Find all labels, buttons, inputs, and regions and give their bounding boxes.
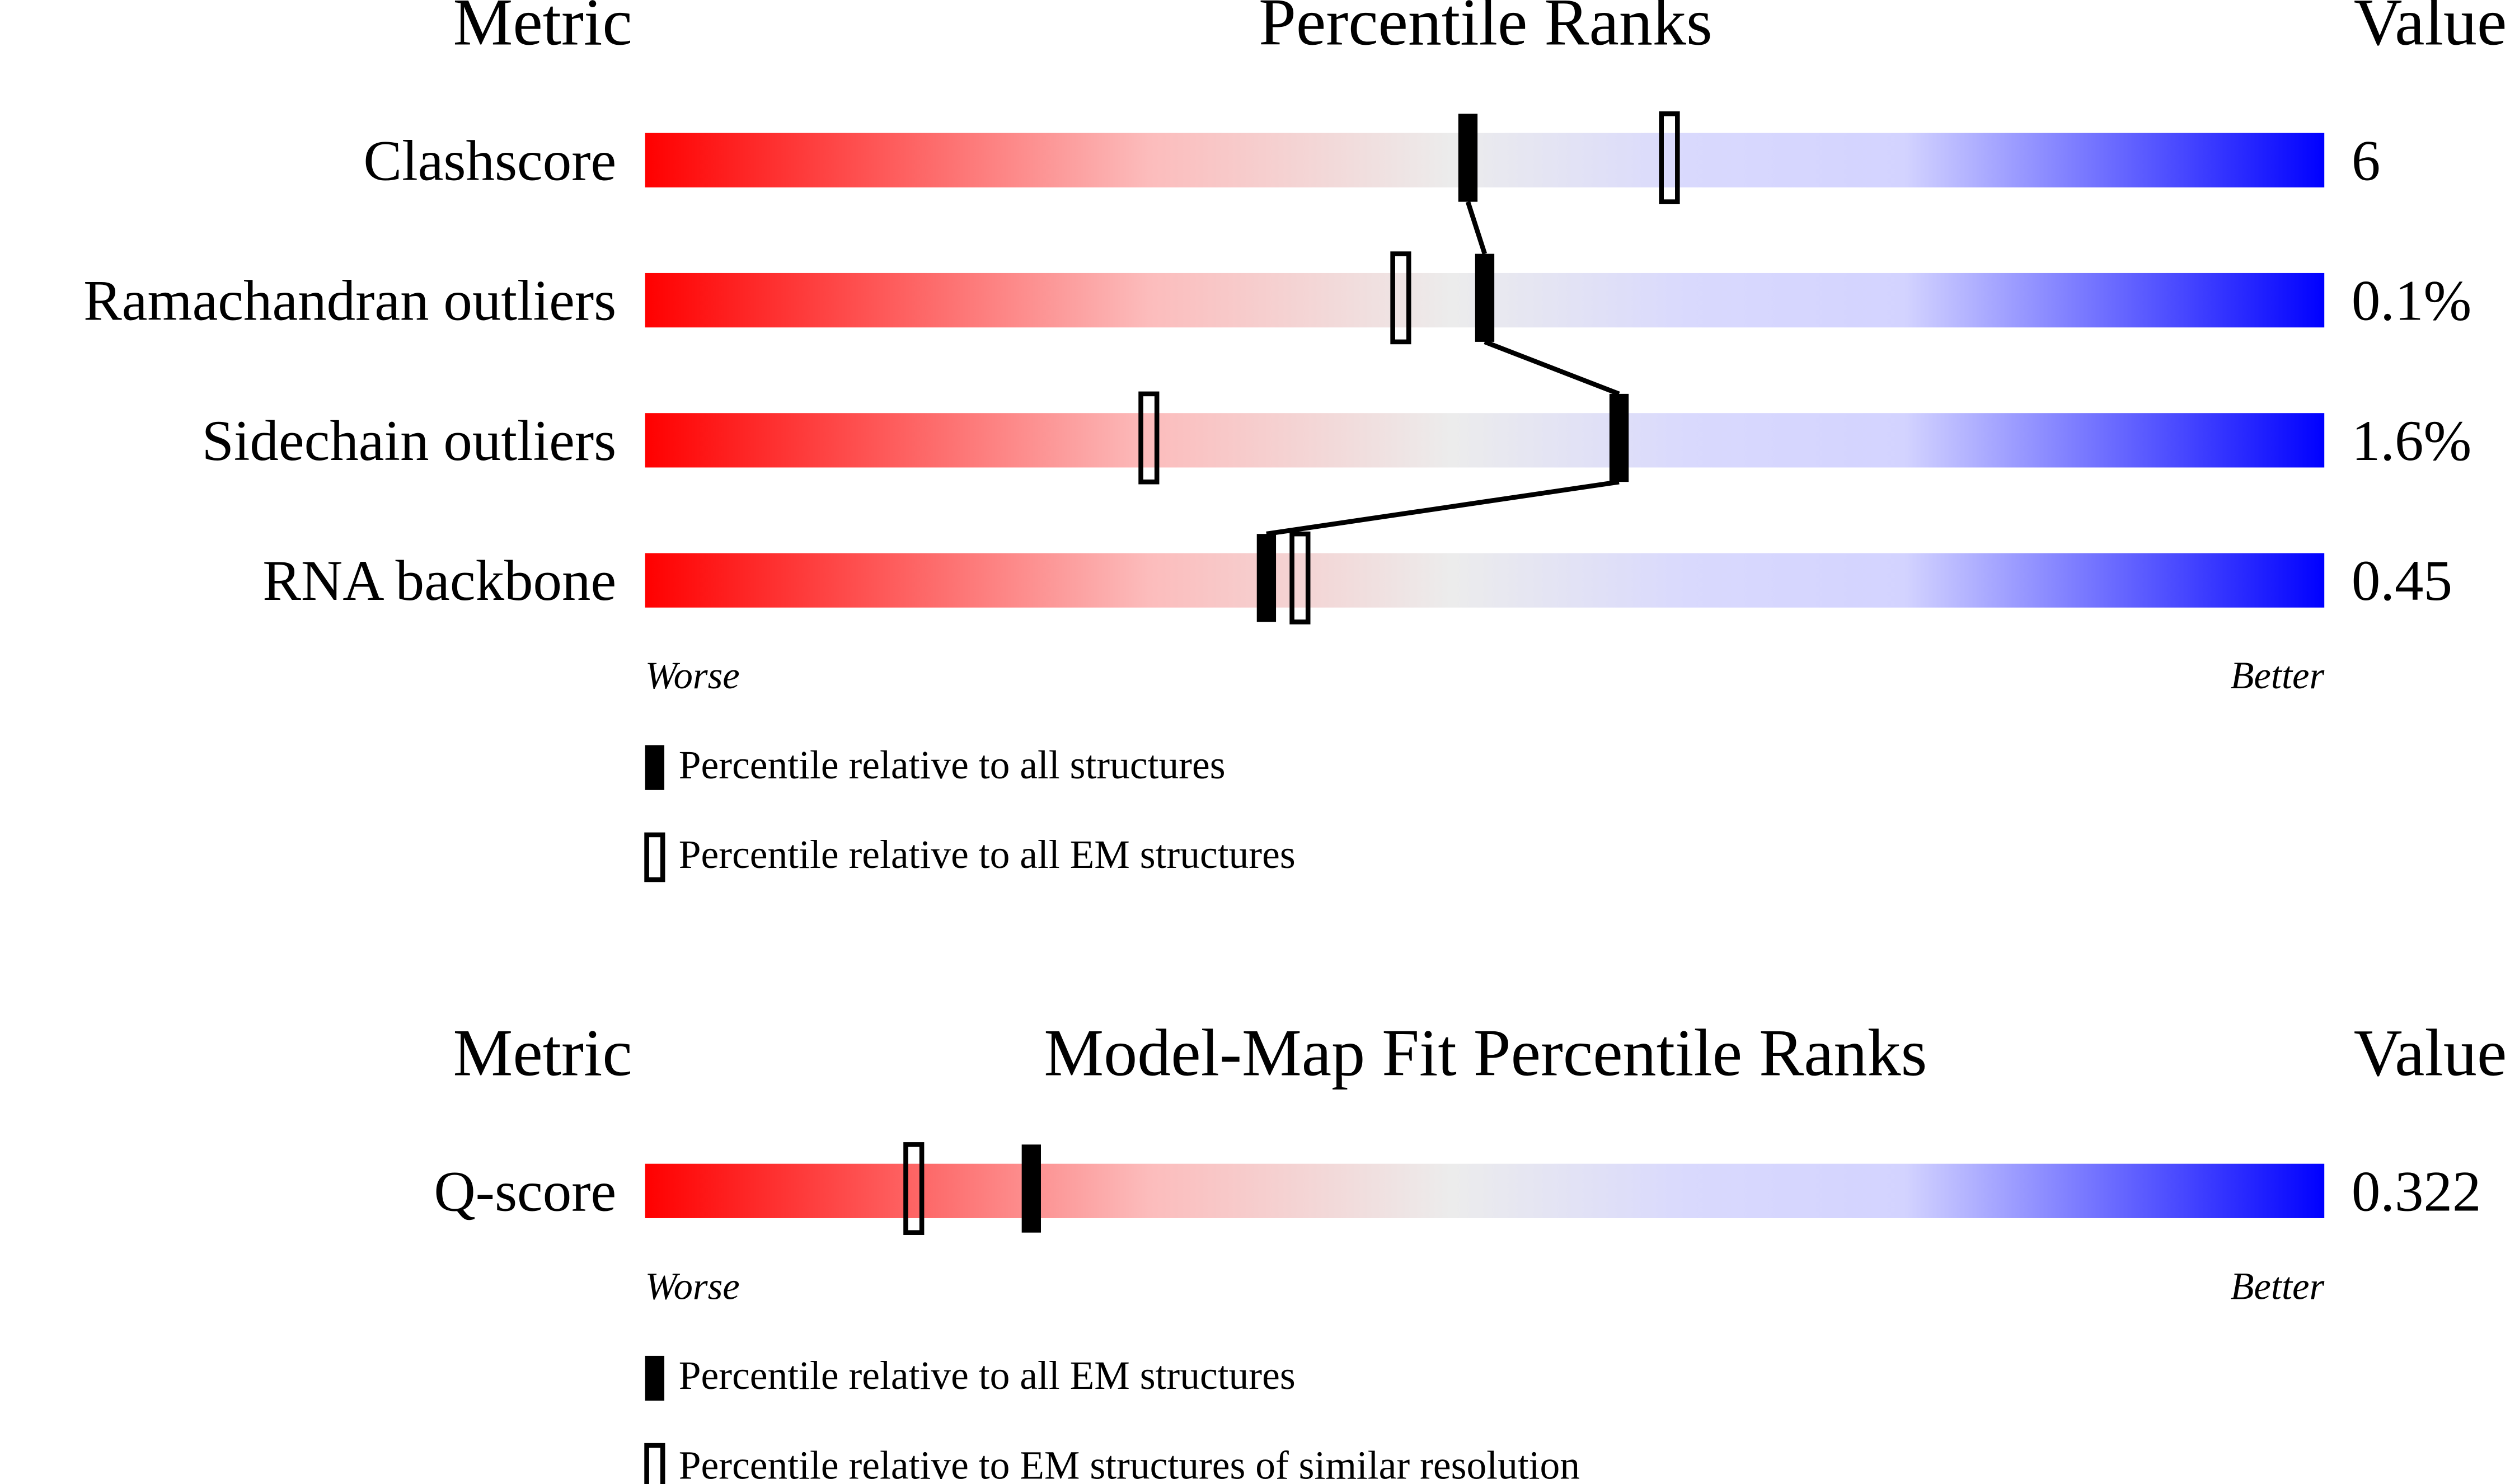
- metric-header: Metric: [453, 1015, 632, 1089]
- legend-label: Percentile relative to all EM structures: [679, 1354, 1296, 1398]
- legend-label: Percentile relative to EM structures of …: [679, 1443, 1580, 1484]
- metric-value: 1.6%: [2352, 409, 2472, 473]
- metric-value: 0.1%: [2352, 269, 2472, 333]
- percentile-marker: [1609, 393, 1629, 482]
- better-label: Better: [2231, 654, 2325, 697]
- metric-value: 0.45: [2352, 549, 2452, 613]
- panel-title: Model-Map Fit Percentile Ranks: [1044, 1015, 1927, 1089]
- metric-value: 0.322: [2352, 1159, 2481, 1223]
- better-label: Better: [2231, 1265, 2325, 1307]
- worse-label: Worse: [645, 654, 740, 697]
- connector: [1266, 479, 1620, 537]
- panel-title: Percentile Ranks: [1259, 0, 1713, 59]
- metric-label: RNA backbone: [262, 549, 616, 613]
- percentile-marker: [1138, 391, 1160, 485]
- legend-marker: [644, 1443, 665, 1484]
- percentile-marker: [1256, 534, 1277, 622]
- percentile-bar: [645, 413, 2325, 468]
- metric-label: Q-score: [434, 1159, 616, 1223]
- metric-label: Ramachandran outliers: [83, 269, 616, 333]
- connector: [1484, 339, 1620, 396]
- metric-label: Sidechain outliers: [202, 409, 617, 473]
- worse-label: Worse: [645, 1265, 740, 1307]
- percentile-marker: [1659, 111, 1680, 204]
- legend-marker: [645, 1355, 665, 1401]
- metric-value: 6: [2352, 129, 2380, 192]
- legend-label: Percentile relative to all EM structures: [679, 833, 1296, 877]
- percentile-marker: [1021, 1144, 1041, 1233]
- value-header: Value: [2354, 1015, 2507, 1089]
- legend-label: Percentile relative to all structures: [679, 743, 1226, 787]
- metric-header: Metric: [453, 0, 632, 59]
- percentile-marker: [1289, 531, 1311, 624]
- percentile-marker: [1390, 251, 1411, 345]
- percentile-bar: [645, 133, 2325, 187]
- percentile-marker: [1475, 253, 1495, 342]
- percentile-marker: [903, 1142, 925, 1235]
- percentile-bar: [645, 1163, 2325, 1218]
- legend-marker: [644, 832, 665, 882]
- connector: [1465, 201, 1488, 255]
- value-header: Value: [2354, 0, 2507, 59]
- percentile-bar: [645, 553, 2325, 608]
- percentile-marker: [1458, 114, 1478, 202]
- legend-marker: [645, 745, 665, 790]
- metric-label: Clashscore: [363, 129, 616, 192]
